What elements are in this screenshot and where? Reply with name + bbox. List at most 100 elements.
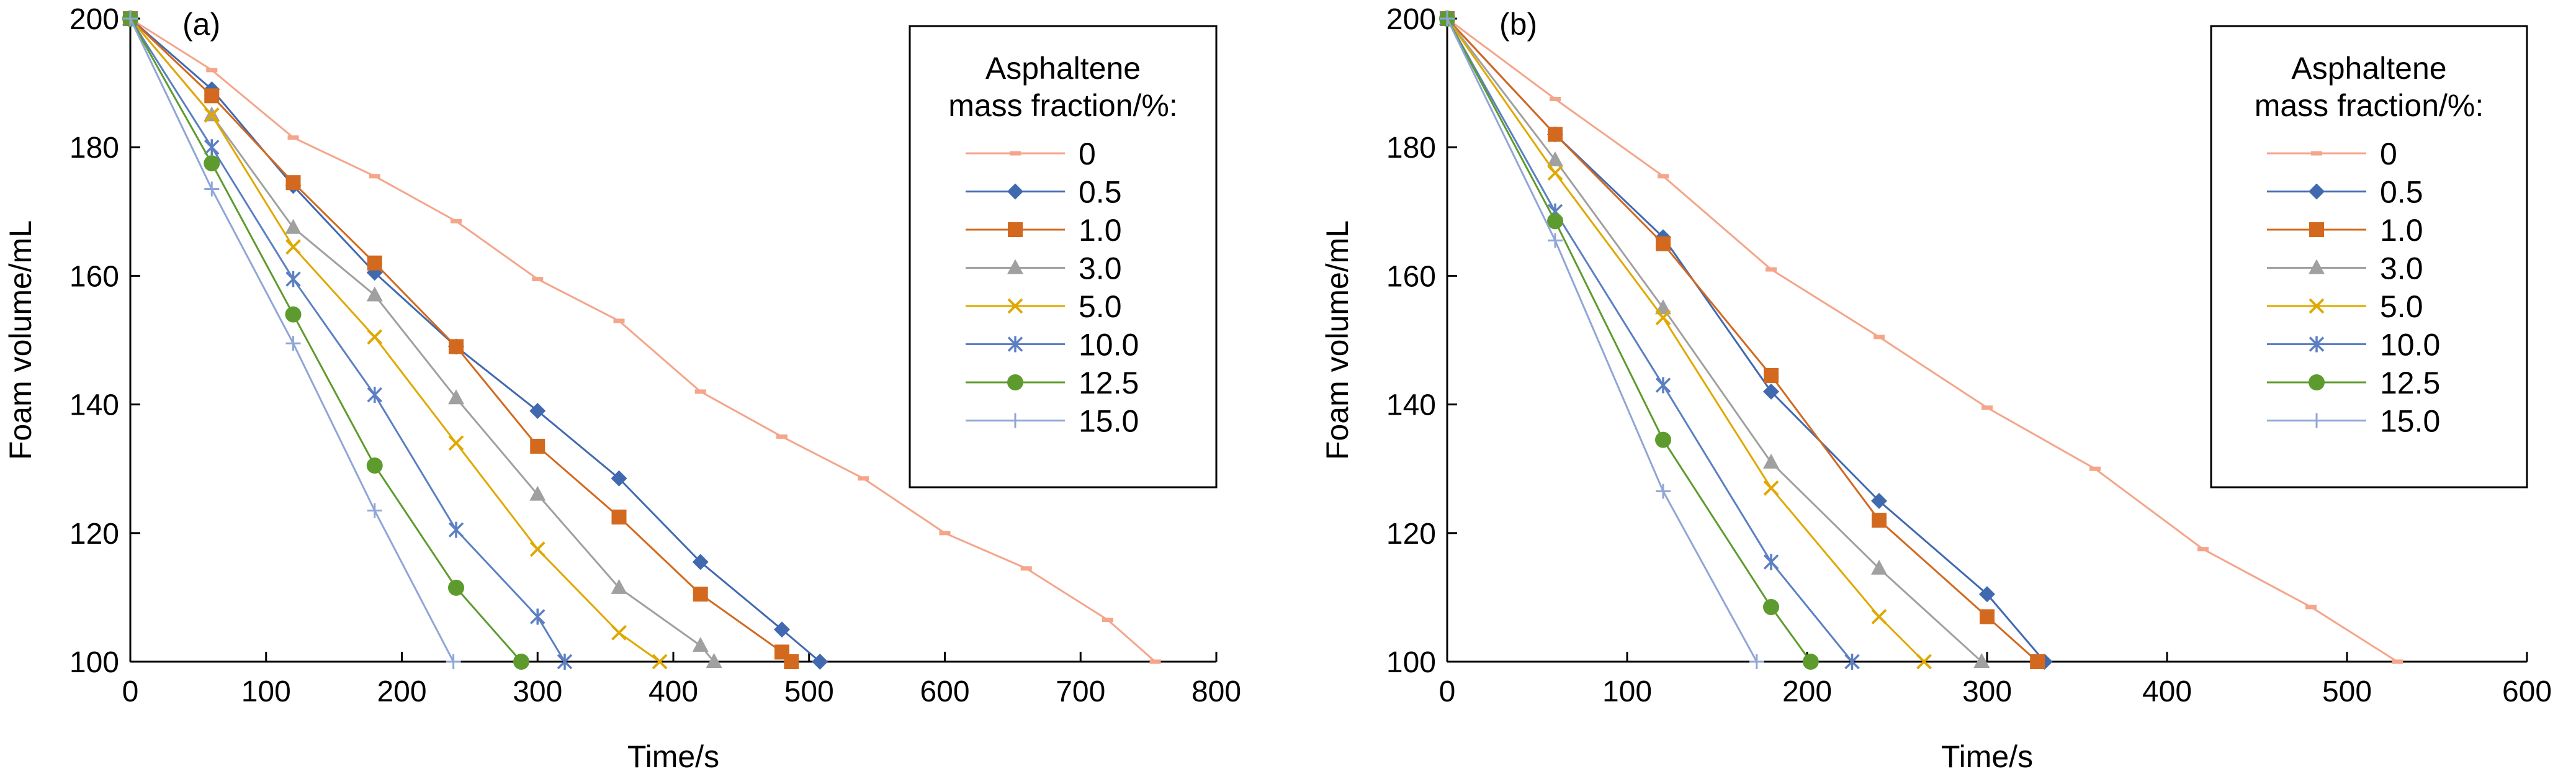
series-line	[129, 18, 715, 662]
series-1.0	[1440, 11, 2045, 669]
series-12.5	[1439, 11, 1819, 670]
data-point	[1979, 586, 1995, 603]
data-point	[1763, 480, 1779, 496]
data-point	[776, 434, 788, 439]
data-point	[448, 521, 464, 538]
y-tick-label: 200	[70, 3, 119, 36]
series-3.0	[122, 10, 722, 668]
x-tick-label: 100	[241, 675, 291, 708]
data-point	[448, 579, 464, 596]
data-point	[204, 155, 220, 172]
data-point	[204, 107, 220, 123]
x-tick-label: 600	[920, 675, 969, 708]
legend-label: 0.5	[2380, 175, 2423, 210]
x-tick-label: 200	[1782, 675, 1832, 708]
data-point	[285, 336, 301, 351]
series-0	[1442, 16, 2403, 664]
series-15.0	[1440, 11, 1764, 669]
data-point	[613, 318, 625, 323]
x-tick-label: 500	[784, 675, 834, 708]
data-point	[1655, 377, 1671, 394]
data-point	[858, 476, 869, 481]
x-tick-label: 600	[2502, 675, 2552, 708]
data-point	[1871, 559, 1887, 575]
y-tick-label: 140	[70, 389, 119, 422]
legend-label: 12.5	[2380, 366, 2440, 400]
series-5.0	[122, 11, 668, 670]
data-point	[206, 68, 218, 73]
data-point	[2197, 547, 2209, 552]
data-point	[693, 587, 708, 602]
legend-marker	[2309, 413, 2324, 428]
data-point	[2392, 659, 2403, 664]
chart-panel-b: 0 100 200 300 400 500 600100120140160180200Tim…	[1320, 3, 2552, 774]
series-3.0	[1439, 10, 1990, 668]
legend-box	[2210, 25, 2528, 489]
legend-marker	[1007, 298, 1023, 314]
x-tick-label: 800	[1192, 675, 1241, 708]
series-line	[129, 17, 792, 663]
data-point	[1764, 367, 1779, 383]
data-point	[1766, 267, 1777, 272]
x-tick-label: 400	[648, 675, 698, 708]
data-point	[1749, 654, 1764, 669]
data-point	[448, 389, 464, 405]
data-point	[529, 402, 546, 419]
data-point	[1550, 97, 1561, 101]
series-line	[129, 18, 660, 663]
series-10.0	[1439, 11, 1860, 670]
x-tick-label: 700	[1056, 675, 1105, 708]
series-line	[1446, 18, 1983, 663]
data-point	[287, 135, 299, 140]
data-point	[1763, 453, 1779, 469]
data-point	[285, 175, 301, 191]
y-tick-label: 120	[70, 518, 119, 551]
y-tick-label: 180	[1386, 132, 1436, 164]
series-12.5	[122, 11, 529, 670]
legend-label: 15.0	[2380, 404, 2440, 439]
data-point	[1149, 659, 1161, 664]
data-point	[692, 637, 709, 652]
data-point	[285, 306, 302, 323]
x-tick-label: 100	[1602, 675, 1652, 708]
data-point	[1548, 233, 1563, 248]
data-point	[530, 608, 545, 625]
legend-marker	[2309, 336, 2325, 353]
data-point	[1871, 609, 1887, 624]
legend-label: 3.0	[2380, 251, 2423, 286]
data-point	[369, 174, 380, 179]
data-point	[2089, 466, 2101, 471]
legend-marker	[2309, 298, 2325, 314]
legend-label: 10.0	[1079, 328, 1139, 362]
data-point	[652, 654, 668, 670]
data-point	[812, 654, 828, 670]
x-tick-label: 300	[513, 675, 562, 708]
data-point	[1548, 127, 1563, 142]
data-point	[1656, 236, 1671, 251]
chart-panel-a: 0 100 200 300 400 500 600 700 800100120140160180…	[3, 3, 1241, 774]
series-1.0	[123, 11, 799, 669]
legend-label: 5.0	[1079, 289, 1122, 324]
legend-title-line2: mass fraction/%:	[2255, 88, 2484, 123]
data-point	[1658, 174, 1669, 179]
data-point	[611, 509, 627, 525]
legend-marker	[1008, 222, 1023, 237]
series-15.0	[123, 11, 461, 669]
data-point	[204, 88, 220, 104]
data-point	[611, 579, 627, 594]
series-line	[1446, 18, 1758, 662]
data-point	[611, 624, 627, 641]
legend-marker	[1008, 413, 1023, 428]
legend-label: 1.0	[2380, 213, 2423, 248]
data-point	[939, 531, 951, 536]
legend-marker	[2311, 151, 2322, 156]
data-point	[1655, 299, 1671, 315]
legend-title-line2: mass fraction/%:	[948, 88, 1178, 123]
legend-label: 0.5	[1079, 175, 1122, 210]
legend-label: 0	[1079, 137, 1096, 171]
data-point	[1763, 383, 1779, 400]
data-point	[529, 541, 545, 557]
y-tick-label: 100	[70, 646, 119, 679]
panel-label: (b)	[1499, 7, 1537, 42]
